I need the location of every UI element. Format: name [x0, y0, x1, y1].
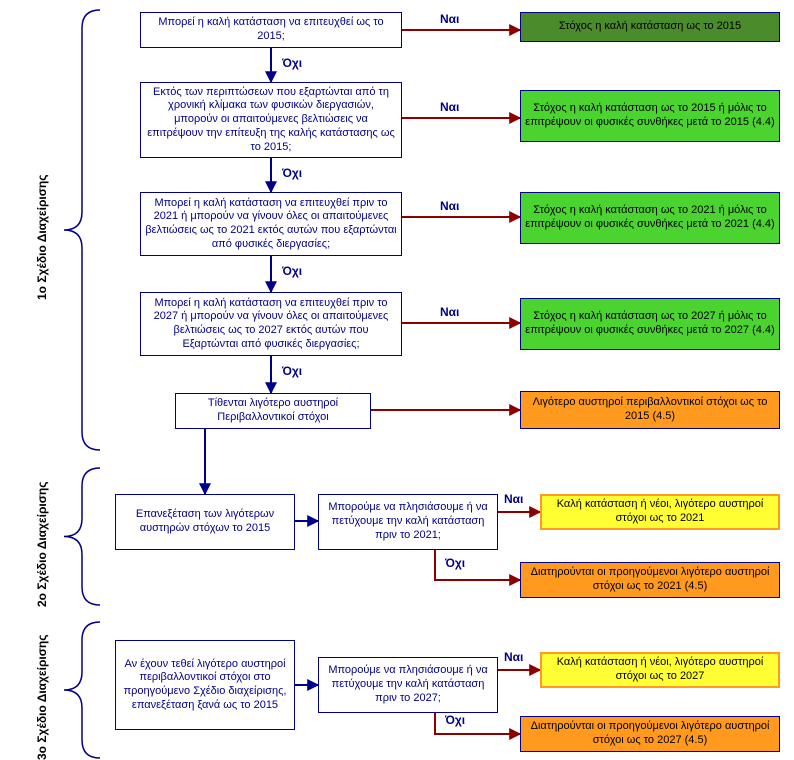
edge-label-q2-g2: Ναι [440, 100, 459, 114]
node-o1: Λιγότερο αυστηροί περιβαλλοντικοί στόχοι… [520, 391, 780, 429]
node-q3: Μπορεί η καλή κατάσταση να επιτευχθεί πρ… [140, 192, 402, 256]
node-q5: Τίθενται λιγότερο αυστηροί Περιβαλλοντικ… [175, 393, 371, 429]
node-g1: Στόχος η καλή κατάσταση ως το 2015 [520, 12, 780, 42]
section-label-s1: 1ο Σχέδιο Διαχείρισης [35, 174, 49, 300]
node-o2: Διατηρούνται οι προηγούμενοι λιγότερο αυ… [520, 562, 780, 598]
edge-label-q9-o3: Όχι [445, 713, 465, 727]
node-q4: Μπορεί η καλή κατάσταση να επιτευχθεί πρ… [140, 292, 402, 356]
edge-label-q7-y1: Ναι [504, 492, 523, 506]
node-q2: Εκτός των περιπτώσεων που εξαρτώνται από… [140, 82, 402, 158]
edge-label-q4-q5: Όχι [282, 364, 302, 378]
edge-label-q9-y2: Ναι [504, 650, 523, 664]
node-g3: Στόχος η καλή κατάσταση ως το 2021 ή μόλ… [520, 192, 780, 244]
edge-label-q3-g3: Ναι [440, 199, 459, 213]
node-q8: Αν έχουν τεθεί λιγότερο αυστηροί περιβαλ… [115, 640, 295, 730]
flowchart-canvas: 1ο Σχέδιο Διαχείρισης 2ο Σχέδιο Διαχείρισ… [0, 0, 794, 759]
node-g2: Στόχος η καλή κατάσταση ως το 2015 ή μόλ… [520, 90, 780, 142]
node-y2: Καλή κατάσταση ή νέοι, λιγότερο αυστηροί… [540, 652, 780, 688]
edge-label-q2-q3: Όχι [282, 166, 302, 180]
node-q6: Επανεξέταση των λιγότερων αυστηρών στόχω… [115, 494, 295, 550]
edge-label-q4-g4: Ναι [440, 305, 459, 319]
node-o3: Διατηρούνται οι προηγούμενοι λιγότερο αυ… [520, 716, 780, 752]
node-q1: Μπορεί η καλή κατάσταση να επιτευχθεί ως… [140, 12, 402, 48]
section-label-s3: 3ο Σχέδιο Διαχείρισης [35, 634, 49, 760]
node-g4: Στόχος η καλή κατάσταση ως το 2027 ή μόλ… [520, 298, 780, 350]
node-y1: Καλή κατάσταση ή νέοι, λιγότερο αυστηροί… [540, 494, 780, 530]
edge-label-q1-q2: Όχι [282, 56, 302, 70]
section-label-s2: 2ο Σχέδιο Διαχείρισης [35, 481, 49, 607]
edge-label-q7-o2: Όχι [445, 556, 465, 570]
edge-label-q1-g1: Ναι [440, 12, 459, 26]
node-q9: Μπορούμε να πλησιάσουμε ή να πετύχουμε τ… [318, 657, 498, 713]
node-q7: Μπορούμε να πλησιάσουμε ή να πετύχουμε τ… [318, 494, 498, 550]
edge-label-q3-q4: Όχι [282, 264, 302, 278]
